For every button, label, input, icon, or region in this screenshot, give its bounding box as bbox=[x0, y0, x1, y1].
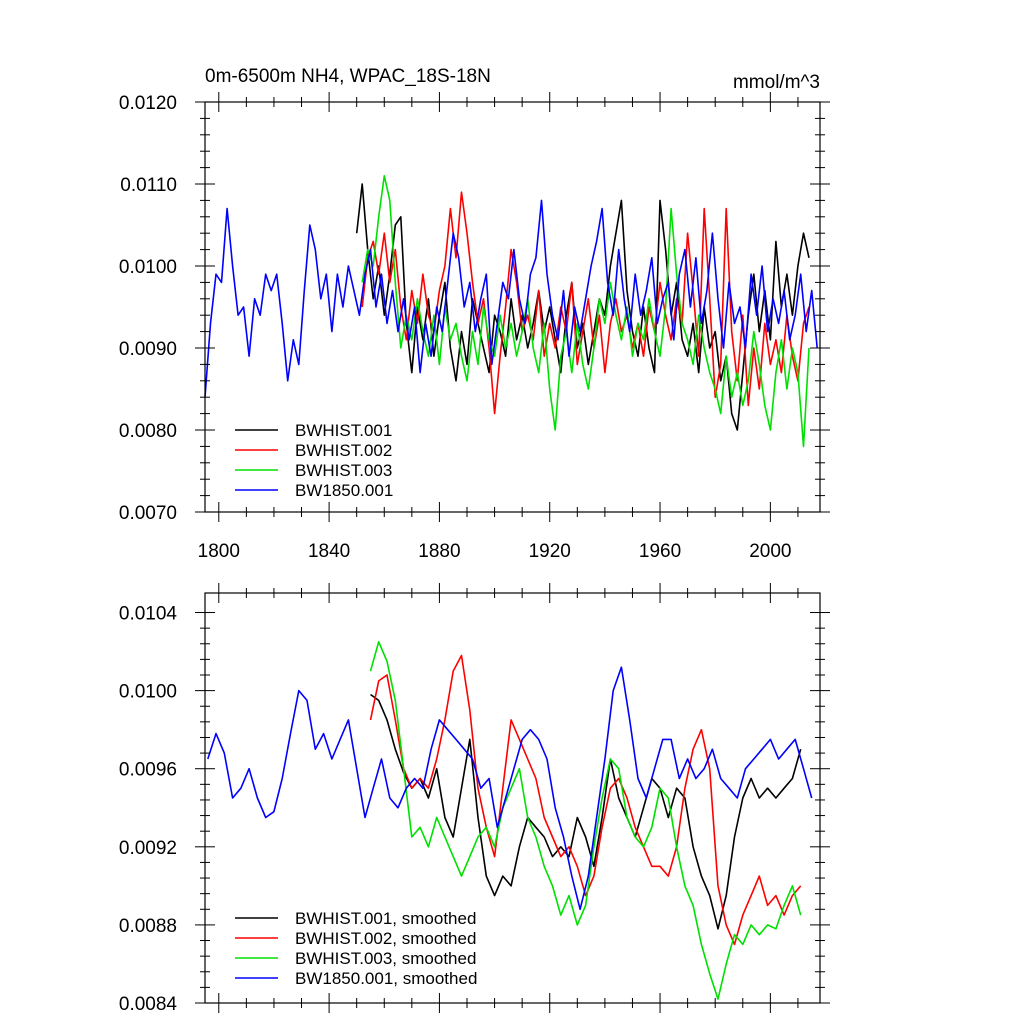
top-y-tick-label: 0.0080 bbox=[119, 421, 177, 442]
top-y-tick-label: 0.0110 bbox=[120, 175, 177, 196]
top-series-layer bbox=[204, 175, 818, 448]
top-x-tick-label: 1920 bbox=[529, 541, 571, 562]
bottom-series-layer bbox=[207, 640, 813, 1000]
top-legend-label-4: BW1850.001 bbox=[295, 481, 393, 500]
top-series-line-1 bbox=[355, 183, 810, 431]
top-units-label: mmol/m^3 bbox=[733, 72, 820, 93]
bottom-legend-label-3: BWHIST.003, smoothed bbox=[295, 949, 476, 968]
top-x-tick-label: 1840 bbox=[308, 541, 350, 562]
top-y-tick-label: 0.0120 bbox=[119, 93, 177, 114]
bottom-series-line-1 bbox=[370, 693, 802, 930]
bottom-legend-label-2: BWHIST.002, smoothed bbox=[295, 929, 476, 948]
top-x-tick-label: 1960 bbox=[639, 541, 681, 562]
bottom-y-tick-label: 0.0088 bbox=[119, 916, 177, 937]
bottom-y-tick-label: 0.0100 bbox=[119, 682, 177, 703]
bottom-y-tick-label: 0.0104 bbox=[119, 604, 178, 625]
bottom-legend-label-4: BW1850.001, smoothed bbox=[295, 969, 477, 988]
top-series-line-3 bbox=[361, 175, 810, 448]
bottom-panel: 0.0084 0.0088 0.0092 0.0096 0.0100 0.0104 BWH… bbox=[119, 583, 830, 1015]
top-axes: 1800 1840 1880 1920 1960 2000 0.0070 0.0080 0.00… bbox=[119, 92, 830, 562]
top-y-tick-label: 0.0070 bbox=[119, 503, 177, 524]
bottom-y-tick-label: 0.0096 bbox=[119, 760, 177, 781]
top-legend-label-2: BWHIST.002 bbox=[295, 441, 392, 460]
bottom-plot-frame bbox=[204, 592, 821, 1004]
bottom-legend-label-1: BWHIST.001, smoothed bbox=[295, 909, 476, 928]
top-panel: 0m-6500m NH4, WPAC_18S-18N mmol/m^3 1800… bbox=[119, 66, 830, 562]
bottom-y-tick-label: 0.0092 bbox=[119, 838, 177, 859]
top-x-tick-label: 2000 bbox=[749, 541, 791, 562]
top-x-tick-label: 1800 bbox=[198, 541, 240, 562]
top-legend-label-3: BWHIST.003 bbox=[295, 461, 392, 480]
top-y-tick-label: 0.0090 bbox=[119, 339, 177, 360]
bottom-y-tick-label: 0.0084 bbox=[119, 994, 178, 1015]
top-y-tick-label: 0.0100 bbox=[119, 257, 177, 278]
bottom-series-line-3 bbox=[369, 640, 802, 1000]
bottom-series-line-2 bbox=[369, 654, 802, 946]
top-title: 0m-6500m NH4, WPAC_18S-18N bbox=[205, 66, 491, 87]
top-x-tick-label: 1880 bbox=[418, 541, 460, 562]
top-series-line-4 bbox=[204, 199, 818, 398]
top-plot-frame bbox=[204, 101, 821, 513]
bottom-axes: 0.0084 0.0088 0.0092 0.0096 0.0100 0.0104 bbox=[119, 583, 830, 1015]
bottom-series-line-4 bbox=[207, 666, 813, 911]
top-legend-label-1: BWHIST.001 bbox=[295, 421, 392, 440]
